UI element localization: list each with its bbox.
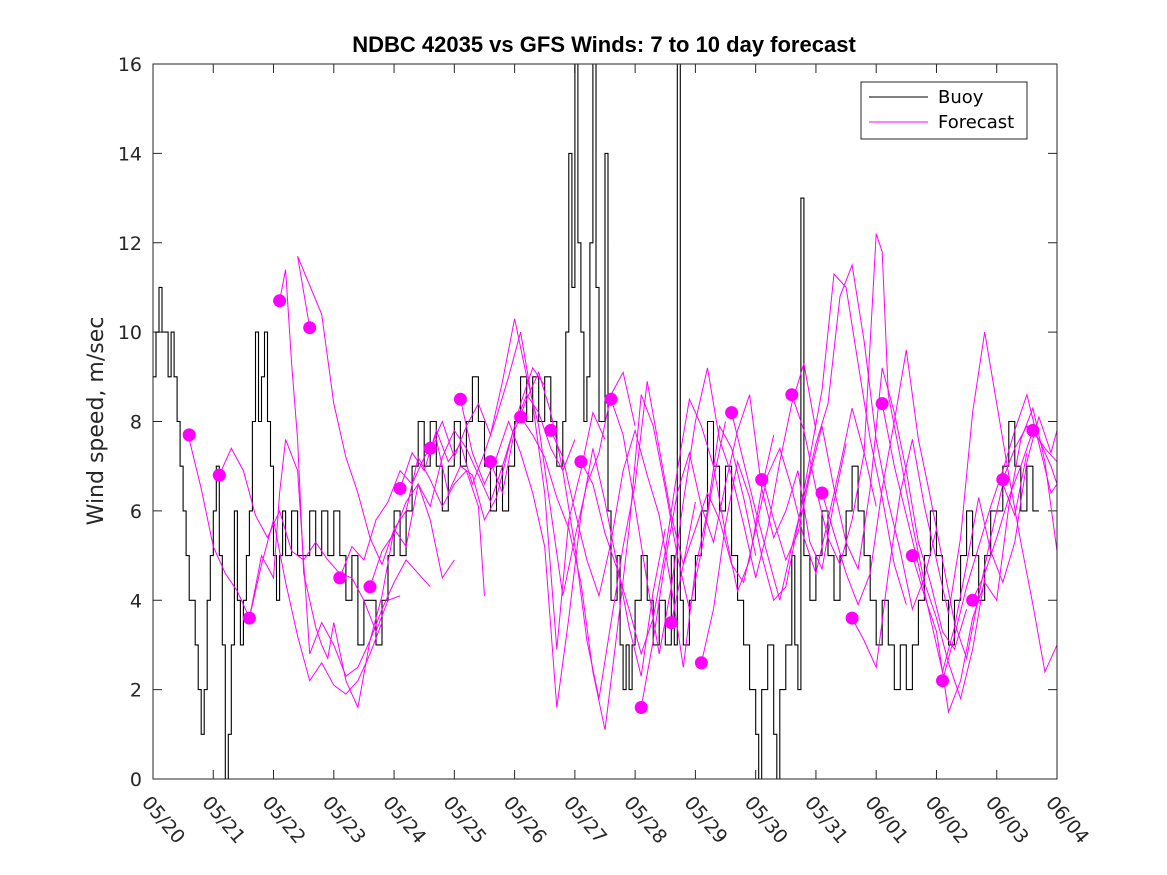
forecast-marker-point [453, 392, 467, 406]
forecast-marker-point [544, 423, 558, 437]
forecast-marker-point [423, 441, 437, 455]
forecast-marker-point [845, 611, 859, 625]
forecast-marker-point [273, 294, 287, 308]
legend-label-forecast: Forecast [938, 112, 1014, 133]
forecast-series-line [399, 331, 606, 650]
forecast-series-line [297, 256, 485, 596]
forecast-series-line [580, 397, 775, 656]
forecast-series-line [731, 263, 937, 611]
forecast-marker-point [574, 455, 588, 469]
y-tick-label: 0 [130, 769, 142, 791]
forecast-series-line [700, 272, 907, 663]
buoy-series-line [153, 64, 1039, 779]
forecast-marker-point [514, 410, 528, 424]
forecast-marker-point [815, 486, 829, 500]
axes-box [152, 63, 1058, 780]
y-tick-label: 6 [130, 501, 142, 523]
forecast-series-line [670, 407, 877, 623]
forecast-series-line [248, 439, 431, 677]
forecast-series-line [761, 367, 968, 651]
forecast-marker-point [303, 321, 317, 335]
forecast-series-line [791, 233, 986, 701]
forecast-marker-point [785, 388, 799, 402]
forecast-marker-point [664, 616, 678, 630]
forecast-series-line [881, 403, 1057, 672]
forecast-series-line [821, 349, 1028, 661]
legend-box [860, 81, 1028, 140]
forecast-series-line [279, 269, 455, 710]
legend: Buoy Forecast [860, 81, 1028, 140]
forecast-marker-point [393, 482, 407, 495]
forecast-marker-point [875, 397, 889, 411]
y-tick-label: 10 [118, 322, 142, 344]
forecast-series-line [972, 429, 1057, 601]
forecast-series-line [851, 332, 1057, 674]
y-tick-label: 14 [118, 143, 142, 165]
forecast-marker-point [634, 701, 648, 714]
forecast-series-line [550, 424, 757, 668]
forecast-marker-point [182, 428, 196, 442]
forecast-series-line [429, 318, 636, 596]
forecast-marker-point [966, 593, 980, 607]
forecast-marker-point [936, 674, 949, 688]
forecast-series-line [218, 447, 401, 633]
forecast-marker-point [996, 473, 1010, 487]
forecast-marker-point [694, 656, 708, 670]
forecast-series-line [911, 406, 1057, 714]
forecast-marker-point [333, 571, 347, 585]
forecast-marker-point [604, 392, 618, 406]
forecast-series-line [640, 394, 847, 708]
y-tick-label: 4 [130, 590, 142, 612]
series-layer [153, 64, 1057, 779]
y-tick-label: 16 [118, 54, 142, 76]
forecast-series-line [610, 363, 817, 654]
forecast-marker-point [363, 580, 377, 594]
forecast-series-line [942, 392, 1057, 681]
forecast-marker-point [905, 549, 919, 563]
forecast-marker-point [1026, 423, 1040, 437]
forecast-marker-point [755, 473, 769, 487]
forecast-marker-point [242, 611, 256, 625]
y-axis-label: Wind speed, m/sec [84, 317, 109, 526]
forecast-marker-point [212, 468, 226, 482]
legend-label-buoy: Buoy [938, 87, 984, 108]
forecast-series-line [369, 393, 576, 587]
y-tick-label: 2 [130, 680, 142, 702]
forecast-marker-point [725, 406, 739, 420]
y-tick-label: 8 [130, 412, 142, 434]
forecast-marker-point [484, 455, 497, 469]
chart-title: NDBC 42035 vs GFS Winds: 7 to 10 day for… [352, 32, 856, 57]
y-tick-label: 12 [118, 233, 142, 255]
